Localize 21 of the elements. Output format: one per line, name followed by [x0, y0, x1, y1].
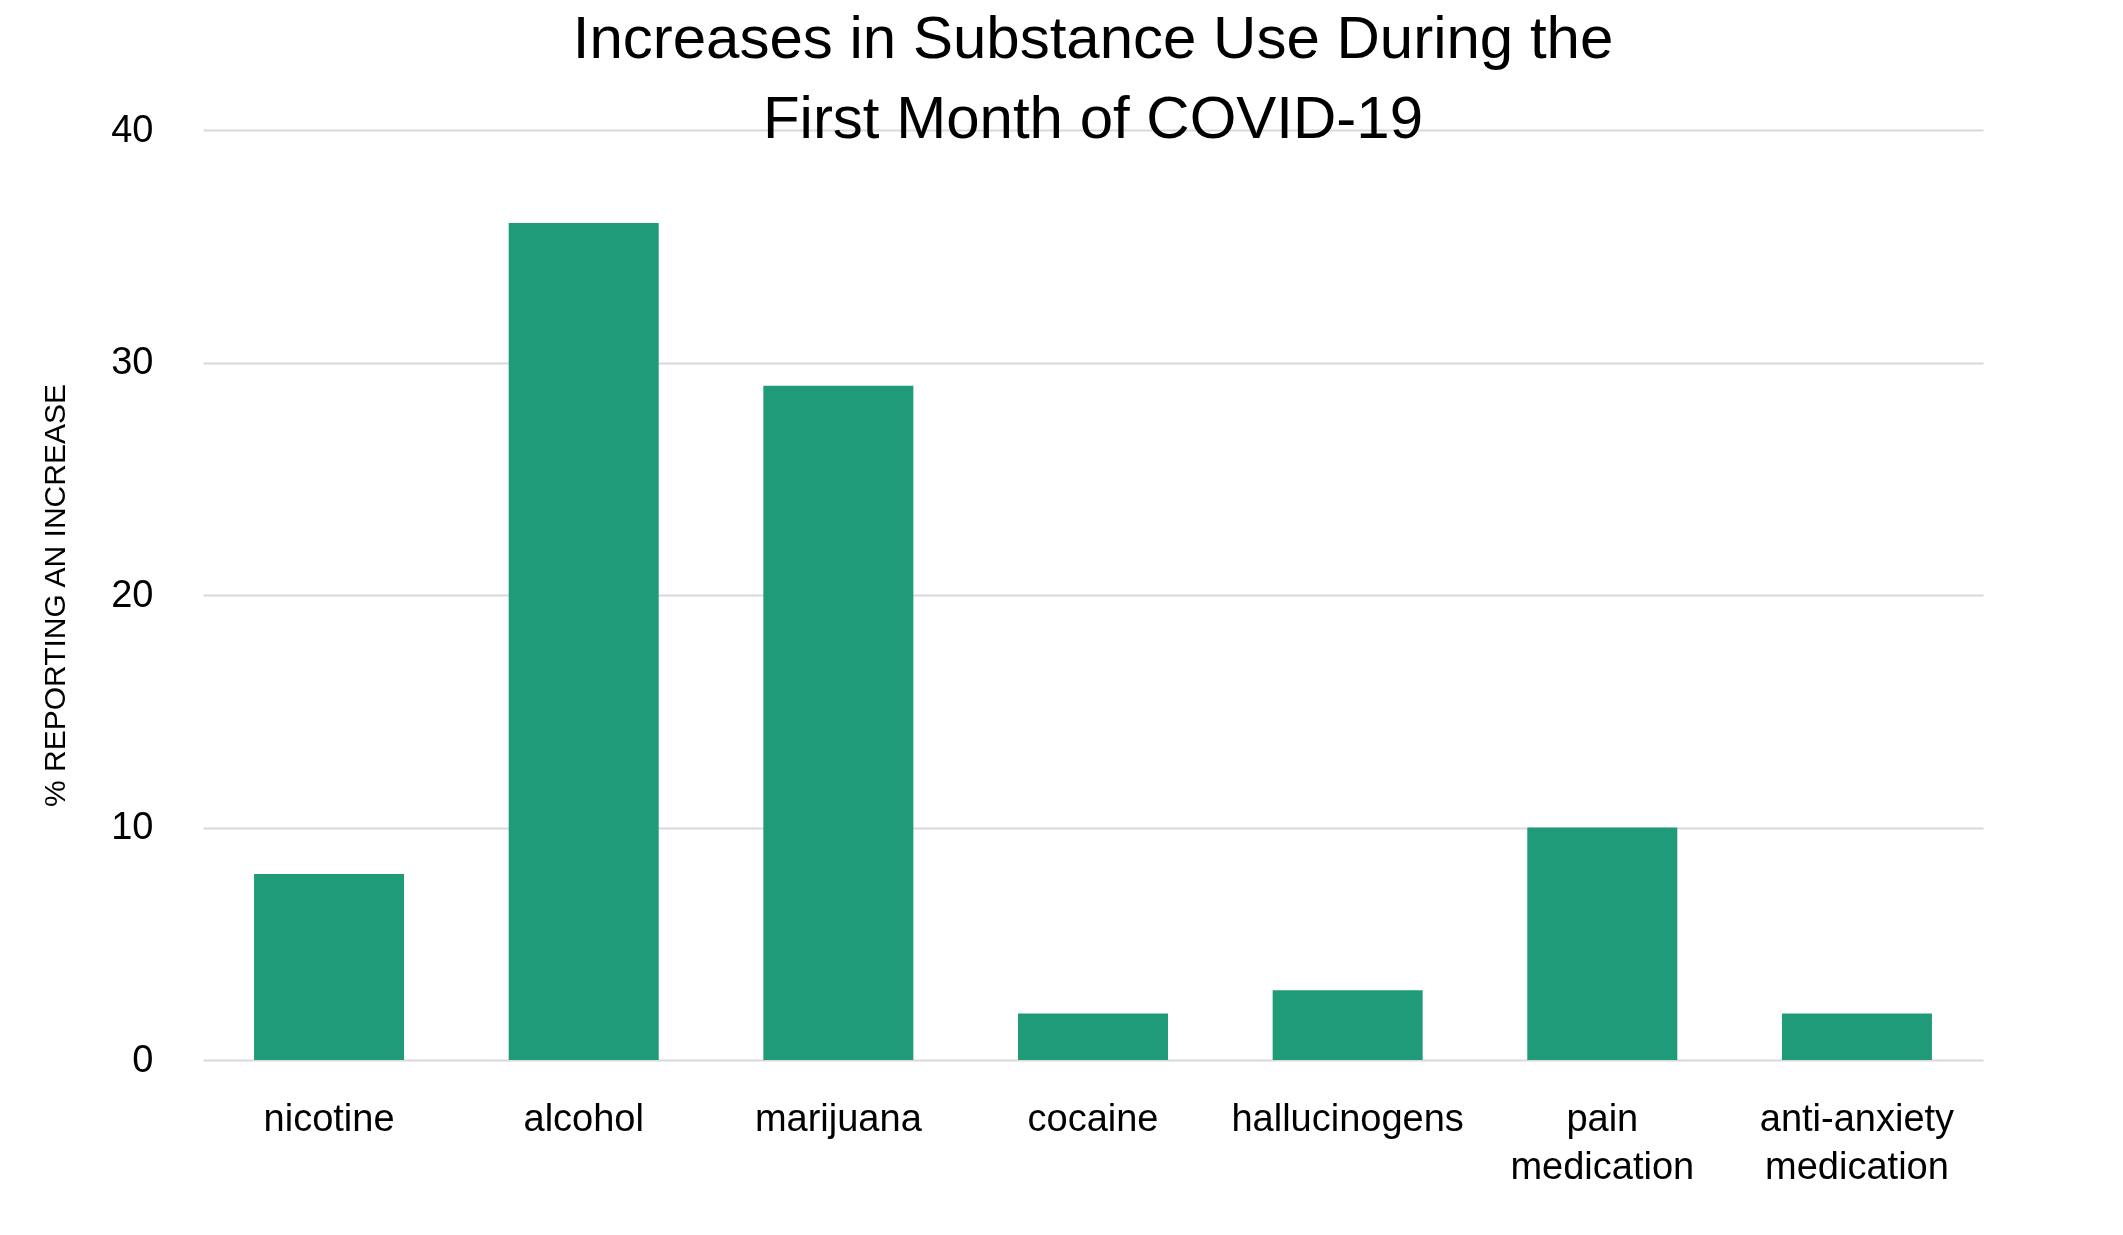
bar: [1018, 1013, 1168, 1060]
x-tick-label: alcohol: [523, 1096, 644, 1139]
bar: [1781, 1013, 1932, 1060]
chart-title: Increases in Substance Use During the First Month of COVID-19: [572, 4, 1614, 151]
bar: [763, 385, 914, 1060]
x-tick-label: nicotine: [263, 1096, 395, 1139]
bar: [1527, 827, 1678, 1060]
x-tick-label: hallucinogens: [1231, 1096, 1464, 1139]
y-tick-label: 40: [111, 107, 154, 150]
y-tick-label: 0: [132, 1037, 154, 1080]
y-tick-label: 10: [111, 805, 154, 847]
y-tick-label: 30: [111, 340, 154, 382]
bar: [1272, 990, 1423, 1060]
y-axis-title: % REPORTING AN INCREASE: [38, 384, 72, 807]
x-tick-label: pain medication: [1510, 1096, 1695, 1187]
bar: [254, 874, 405, 1060]
x-tick-label: cocaine: [1027, 1096, 1159, 1139]
x-tick-label: anti-anxiety medication: [1759, 1096, 1955, 1187]
bar: [508, 223, 659, 1060]
y-tick-label: 20: [111, 572, 154, 615]
x-tick-label: marijuana: [754, 1096, 923, 1139]
